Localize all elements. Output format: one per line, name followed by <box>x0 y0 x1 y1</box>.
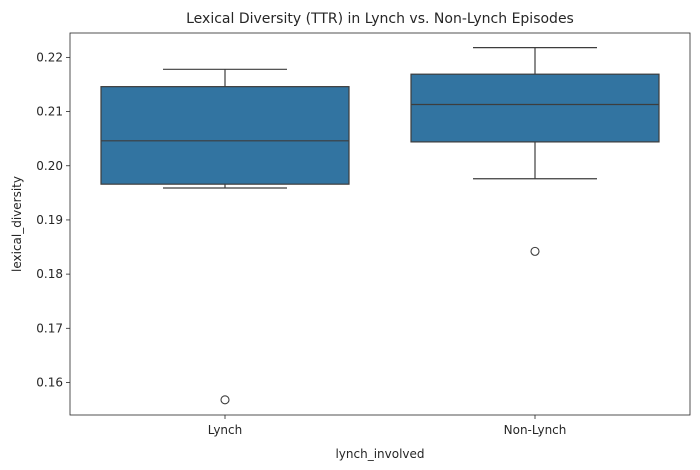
y-tick-label: 0.17 <box>36 321 63 335</box>
x-tick-label: Non-Lynch <box>504 423 567 437</box>
axes-frame <box>69 32 691 416</box>
box-group-lynch <box>100 68 350 405</box>
y-axis: 0.16 0.17 0.18 0.19 0.20 0.21 0.22 <box>36 50 70 389</box>
x-axis-label: lynch_involved <box>335 447 424 461</box>
box-group-non-lynch <box>410 47 660 256</box>
box-iqr <box>410 73 660 143</box>
y-axis-label: lexical_diversity <box>10 176 24 272</box>
x-axis: Lynch Non-Lynch <box>208 415 567 437</box>
plot-area <box>100 47 660 405</box>
outlier-point <box>220 395 230 405</box>
chart-title: Lexical Diversity (TTR) in Lynch vs. Non… <box>186 11 574 27</box>
y-tick-label: 0.18 <box>36 267 63 281</box>
y-tick-label: 0.19 <box>36 213 63 227</box>
outlier-point <box>530 246 540 256</box>
box-iqr <box>100 86 350 185</box>
y-tick-label: 0.20 <box>36 159 63 173</box>
y-tick-label: 0.16 <box>36 375 63 389</box>
y-tick-label: 0.21 <box>36 105 63 119</box>
x-tick-label: Lynch <box>208 423 243 437</box>
y-tick-label: 0.22 <box>36 50 63 64</box>
